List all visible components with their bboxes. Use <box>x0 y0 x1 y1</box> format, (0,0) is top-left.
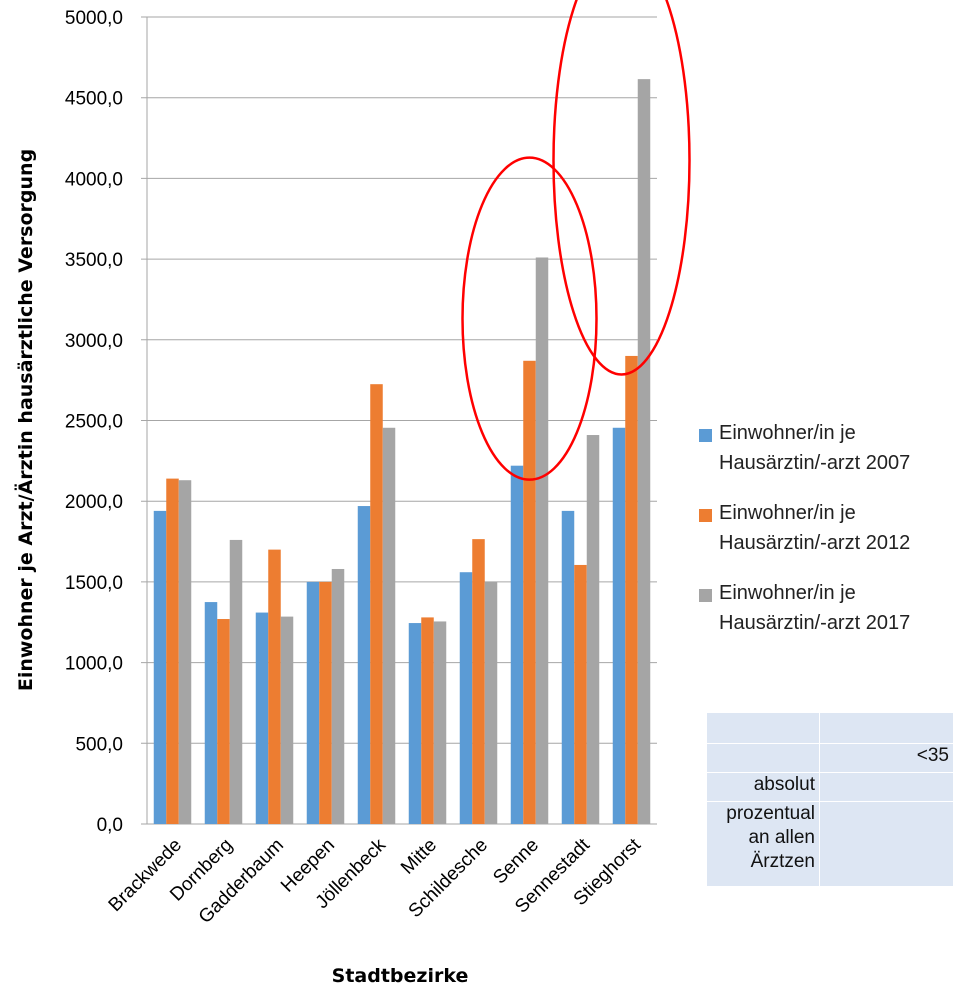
x-axis-title: Stadtbezirke <box>332 965 469 987</box>
bar <box>204 602 218 824</box>
category-label: Mitte <box>397 835 441 879</box>
table-cell <box>706 743 820 773</box>
category-label: Brackwede <box>105 835 186 916</box>
bar <box>331 568 345 824</box>
bar <box>408 623 422 824</box>
bar <box>319 581 332 824</box>
table-cell-prozentual-line1: prozentual <box>726 803 815 824</box>
table-cell-prozentual: prozentual an allen Ärztzen <box>706 801 820 887</box>
y-tick-label: 5000,0 <box>65 8 123 29</box>
bar <box>166 478 179 824</box>
table-cell: <35 <box>819 743 954 773</box>
legend-label-2007-line2: Hausärztin/-arzt 2007 <box>719 452 911 474</box>
bar <box>357 506 371 824</box>
y-tick-labels: 0,0 500,0 1000,0 1500,0 2000,0 2500,0 3000,0 35… <box>65 8 123 836</box>
bar <box>382 427 396 824</box>
table-cell <box>819 772 954 802</box>
table-cell <box>706 712 820 744</box>
bar <box>612 427 626 824</box>
category-labels: BrackwedeDornbergGadderbaumHeepenJöllenb… <box>105 834 646 928</box>
legend-item-2012: Einwohner/in je Hausärztin/-arzt 2012 <box>695 498 955 578</box>
legend-label-2007-line1: Einwohner/in je <box>719 422 856 444</box>
table-cell <box>819 712 954 744</box>
legend-item-2017: Einwohner/in je Hausärztin/-arzt 2017 <box>695 578 955 658</box>
legend-label-2012-line1: Einwohner/in je <box>719 502 856 524</box>
y-tick-label: 0,0 <box>97 815 123 836</box>
bar <box>421 617 434 824</box>
legend-label-2012-line2: Hausärztin/-arzt 2012 <box>719 532 911 554</box>
data-table: <35 absolut prozentual an allen Ärztzen <box>706 712 954 887</box>
bar <box>217 619 230 824</box>
table-cell-absolut: absolut <box>706 772 820 802</box>
bar <box>625 355 638 824</box>
y-tick-label: 3000,0 <box>65 331 123 352</box>
bar <box>472 539 485 824</box>
y-tick-label: 2500,0 <box>65 412 123 433</box>
legend-swatch-2012 <box>699 509 712 522</box>
y-tick-label: 4000,0 <box>65 169 123 190</box>
y-tick-label: 3500,0 <box>65 250 123 271</box>
highlight-ellipse <box>552 0 691 376</box>
y-tick-label: 500,0 <box>75 734 123 755</box>
bar <box>637 79 651 825</box>
legend: Einwohner/in je Hausärztin/-arzt 2007 Ei… <box>695 418 955 658</box>
legend-swatch-2017 <box>699 589 712 602</box>
bars <box>153 79 651 825</box>
bar <box>370 384 383 824</box>
bar <box>178 480 192 824</box>
bar <box>153 510 167 824</box>
legend-label-2017-line1: Einwohner/in je <box>719 582 856 604</box>
bar <box>433 621 447 824</box>
y-tick-label: 1000,0 <box>65 654 123 675</box>
bar <box>229 539 243 824</box>
table-cell-prozentual-line2: an allen <box>748 827 815 848</box>
bar <box>484 581 498 824</box>
legend-swatch-2007 <box>699 429 712 442</box>
bar <box>523 360 536 824</box>
y-axis-title: Einwohner je Arzt/Ärztin hausärztliche V… <box>13 149 37 691</box>
table-row: absolut <box>706 772 954 802</box>
bar <box>586 435 600 824</box>
legend-label-2017-line2: Hausärztin/-arzt 2017 <box>719 612 911 634</box>
bar <box>306 581 320 824</box>
highlight-ellipse <box>461 156 598 481</box>
bar <box>561 510 575 824</box>
bar <box>459 572 473 824</box>
legend-item-2007: Einwohner/in je Hausärztin/-arzt 2007 <box>695 418 955 498</box>
y-tick-label: 4500,0 <box>65 89 123 110</box>
y-tick-label: 2000,0 <box>65 492 123 513</box>
y-tick-label: 1500,0 <box>65 573 123 594</box>
table-row <box>706 712 954 744</box>
bar <box>574 564 587 824</box>
bar <box>510 465 524 824</box>
annotations <box>461 0 691 481</box>
bar <box>255 612 269 824</box>
bar <box>280 616 294 824</box>
table-row: <35 <box>706 743 954 773</box>
table-cell <box>819 801 954 887</box>
bar <box>268 549 281 824</box>
bar <box>535 257 549 825</box>
table-cell-prozentual-line3: Ärztzen <box>750 851 815 872</box>
table-row: prozentual an allen Ärztzen <box>706 801 954 887</box>
